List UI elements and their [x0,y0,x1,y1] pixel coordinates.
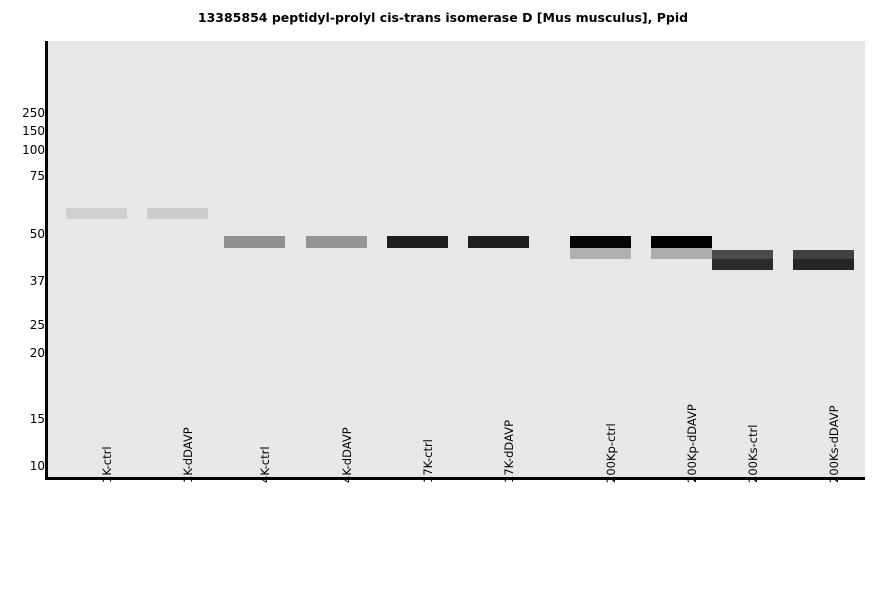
blot-band [66,208,127,219]
x-tick-label-text: 17K-dDAVP [502,419,516,483]
x-tick-label-text: 200Kp-ctrl [604,423,618,483]
blot-band-segment [570,248,631,259]
blot-band [387,236,448,248]
x-tick-label-text: 1K-ctrl [100,446,114,483]
blot-band [224,236,285,248]
blot-band-segment [468,236,529,248]
blot-band [651,236,712,259]
blot-band [306,236,367,248]
blot-band-segment [66,208,127,219]
x-tick-label-text: 200Kp-dDAVP [685,404,699,483]
blot-band-segment [712,259,773,270]
blot-band-segment [224,236,285,248]
x-tick-label-text: 1K-dDAVP [181,427,195,483]
y-tick-label: 20 [29,346,45,360]
blot-band-segment [651,236,712,248]
y-tick-label: 50 [29,227,45,241]
blot-band-segment [387,236,448,248]
x-tick-label-text: 17K-ctrl [421,439,435,483]
x-tick-label-text: 4K-dDAVP [340,427,354,483]
x-tick-label-text: 4K-ctrl [258,446,272,483]
y-tick-label: 250 [22,106,45,120]
blot-band-segment [306,236,367,248]
y-tick-label: 75 [29,169,45,183]
blot-band-segment [651,248,712,259]
blot-band [468,236,529,248]
blot-band-segment [793,250,854,259]
y-tick-label: 37 [29,274,45,288]
y-tick-label: 150 [22,124,45,138]
blot-band-segment [712,250,773,259]
blot-band [147,208,208,219]
blot-band-segment [793,259,854,270]
y-axis-tick-labels: 250 150 100 75 50 37 25 20 15 10 [0,0,45,595]
x-tick-label-text: 200Ks-dDAVP [827,405,841,483]
page-title: 13385854 peptidyl-prolyl cis-trans isome… [197,10,689,25]
y-tick-label: 25 [29,318,45,332]
y-tick-label: 10 [29,459,45,473]
blot-band-segment [147,208,208,219]
y-tick-label: 15 [29,412,45,426]
blot-band-segment [570,236,631,248]
blot-band [712,250,773,270]
x-axis-line [45,477,865,480]
blot-band [570,236,631,259]
y-tick-label: 100 [22,143,45,157]
x-tick-label-text: 200Ks-ctrl [746,424,760,483]
y-axis-line [45,41,48,477]
blot-band [793,250,854,270]
